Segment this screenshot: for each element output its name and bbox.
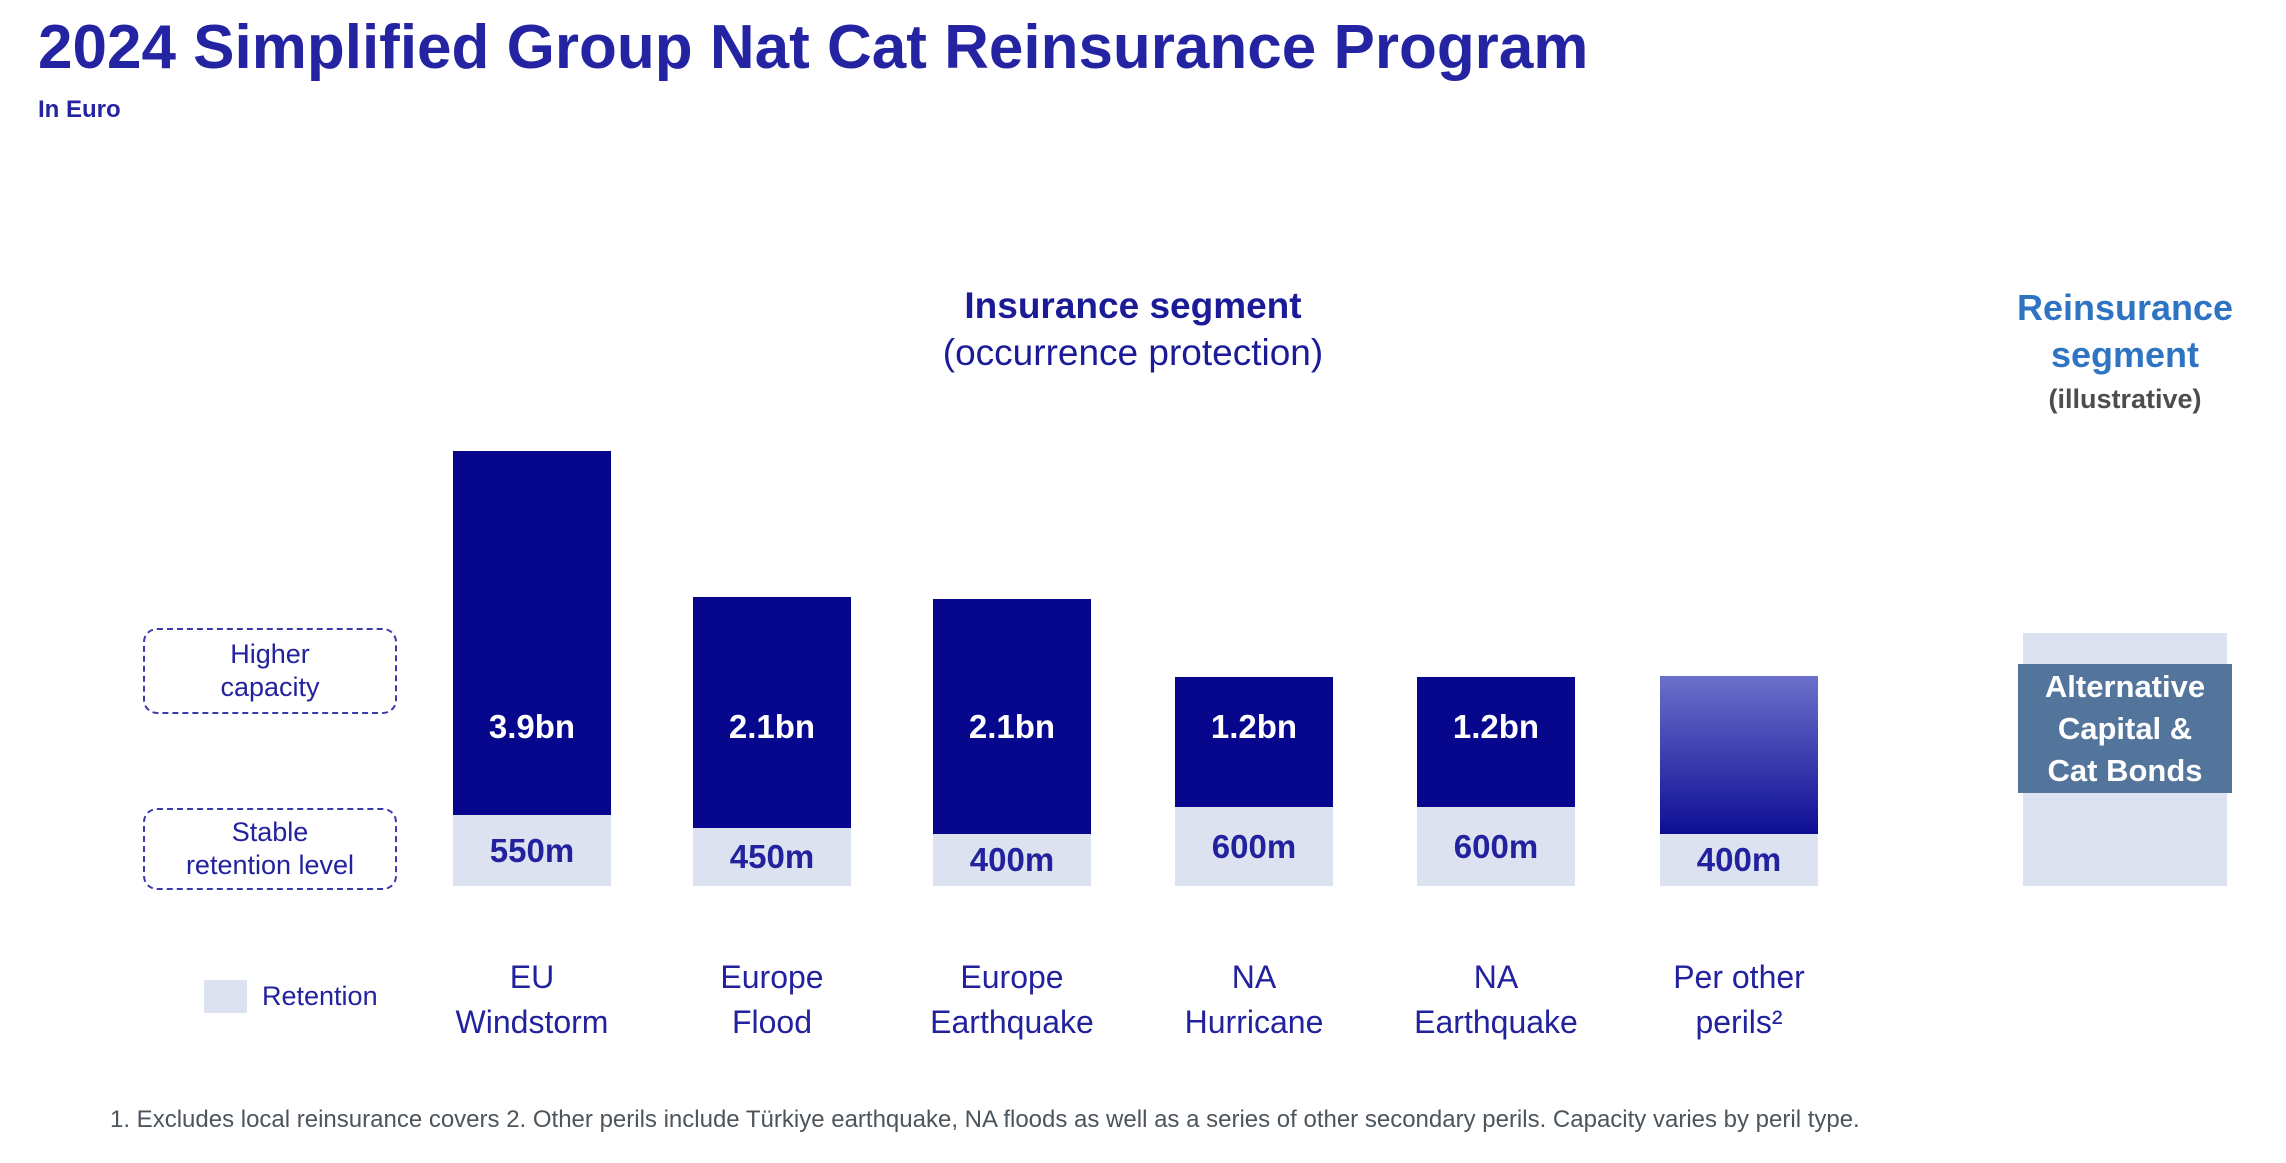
- insurance-segment-subtitle: (occurrence protection): [942, 332, 1324, 373]
- category-label-line: Flood: [731, 1004, 813, 1040]
- footnote: 1. Excludes local reinsurance covers 2. …: [110, 1106, 1860, 1133]
- retention-bar-1: [693, 828, 851, 886]
- reinsurance-segment-heading: Reinsurance segment (illustrative): [1955, 284, 2286, 415]
- category-label-5: Per other perils²: [1579, 955, 1899, 1045]
- stable-retention-note: Stable retention level: [143, 808, 397, 890]
- retention-value-label-2: 400m: [969, 841, 1055, 878]
- category-label-line: perils²: [1695, 1004, 1783, 1040]
- reinsurance-subtitle: (illustrative): [2048, 384, 2202, 414]
- category-label-line: Europe: [960, 959, 1064, 995]
- category-label-line: Per other: [1673, 959, 1805, 995]
- higher-capacity-line-1: Higher: [230, 639, 310, 669]
- retention-value-label-4: 600m: [1453, 827, 1539, 865]
- category-label-3: NA Hurricane: [1094, 955, 1414, 1045]
- insurance-segment-title: Insurance segment: [964, 285, 1302, 326]
- retention-value-label-0: 550m: [489, 831, 575, 869]
- reinsurance-title-line-1: Reinsurance: [2016, 287, 2234, 328]
- retention-legend-swatch: [204, 979, 247, 1013]
- category-label-line: Europe: [720, 959, 824, 995]
- retention-value-label-5: 400m: [1696, 841, 1782, 878]
- capacity-bar-0: [453, 451, 611, 815]
- category-label-line: Hurricane: [1184, 1004, 1324, 1040]
- capacity-value-label-2: 2.1bn: [968, 708, 1056, 745]
- page-title: 2024 Simplified Group Nat Cat Reinsuranc…: [38, 13, 1589, 82]
- alternative-capital-box: Alternative Capital & Cat Bonds: [2018, 664, 2232, 793]
- category-label-0: EU Windstorm: [372, 955, 692, 1045]
- retention-bar-0: [453, 815, 611, 886]
- capacity-bar-4: [1417, 677, 1575, 807]
- retention-bar-4: [1417, 807, 1575, 886]
- retention-bar-3: [1175, 807, 1333, 886]
- higher-capacity-line-2: capacity: [220, 672, 320, 702]
- retention-legend-label: Retention: [262, 980, 378, 1011]
- capacity-value-label-1: 2.1bn: [728, 708, 816, 745]
- category-label-line: NA: [1473, 959, 1519, 995]
- category-label-line: Earthquake: [930, 1004, 1094, 1040]
- retention-legend: Retention: [204, 979, 378, 1013]
- reinsurance-title-line-2: segment: [2050, 334, 2200, 375]
- insurance-segment-heading: Insurance segment (occurrence protection…: [733, 282, 1533, 376]
- higher-capacity-note: Higher capacity: [143, 628, 397, 714]
- category-label-1: Europe Flood: [612, 955, 932, 1045]
- capacity-bar-3: [1175, 677, 1333, 807]
- stable-retention-line-1: Stable: [231, 817, 309, 847]
- category-label-line: Windstorm: [455, 1004, 609, 1040]
- retention-value-label-3: 600m: [1211, 827, 1297, 865]
- alternative-capital-line-2: Capital &: [2057, 710, 2193, 746]
- category-label-line: Earthquake: [1414, 1004, 1578, 1040]
- capacity-bar-2: [933, 599, 1091, 834]
- retention-value-label-1: 450m: [729, 838, 815, 875]
- alternative-capital-line-3: Cat Bonds: [2047, 752, 2203, 788]
- alternative-capital-line-1: Alternative: [2044, 668, 2206, 704]
- unit-label: In Euro: [38, 96, 121, 123]
- capacity-bar-5: [1660, 676, 1818, 834]
- retention-bar-2: [933, 834, 1091, 886]
- capacity-bar-1: [693, 597, 851, 828]
- retention-bar-5: [1660, 834, 1818, 886]
- category-label-4: NA Earthquake: [1336, 955, 1656, 1045]
- stable-retention-line-2: retention level: [185, 850, 355, 880]
- capacity-value-label-4: 1.2bn: [1452, 708, 1540, 745]
- capacity-value-label-3: 1.2bn: [1210, 708, 1298, 745]
- capacity-value-label-0: 3.9bn: [488, 708, 576, 745]
- category-label-line: NA: [1231, 959, 1277, 995]
- category-label-line: EU: [509, 959, 555, 995]
- category-label-2: Europe Earthquake: [852, 955, 1172, 1045]
